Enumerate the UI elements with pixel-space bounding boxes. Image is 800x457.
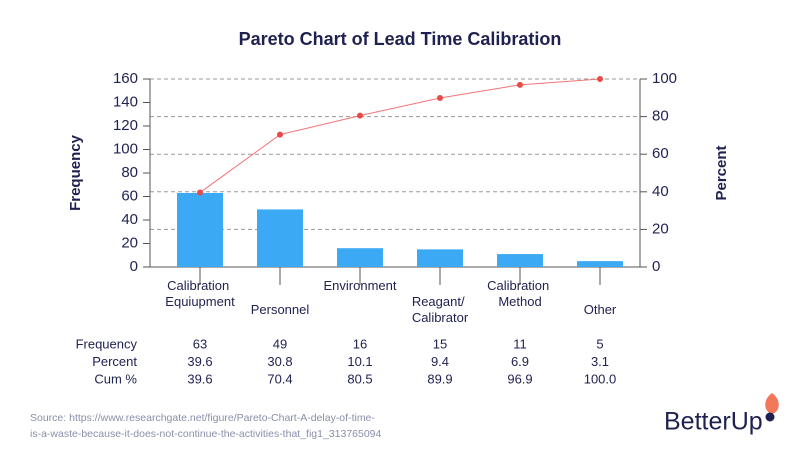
table-cell: 11 (513, 336, 527, 351)
bar (417, 249, 463, 267)
point (517, 81, 523, 88)
point (437, 94, 443, 101)
y-axis-label: Frequency (67, 134, 84, 211)
table-cell: 63 (193, 336, 207, 351)
y-tick-label: 160 (113, 70, 138, 87)
table-cell: 16 (353, 336, 367, 351)
y2-tick-label: 40 (652, 183, 669, 200)
y-tick-label: 80 (121, 164, 138, 181)
point (597, 76, 603, 82)
table-cell: 100.0 (584, 371, 617, 386)
table-cell: 96.9 (507, 371, 532, 386)
table-row-label: Frequency (76, 336, 138, 351)
table-cell: 39.6 (187, 354, 212, 369)
y-tick-label: 20 (121, 234, 138, 251)
table-cell: 15 (433, 336, 447, 351)
point (277, 131, 283, 138)
y-tick-label: 60 (121, 187, 138, 204)
table-cell: 80.5 (347, 371, 372, 386)
x-tick-label: Personnel (251, 302, 310, 317)
bar (257, 209, 303, 267)
x-tick-label: Calibration Equiupment (165, 278, 235, 309)
x-tick-label: Calibration Method (487, 278, 553, 309)
bar (497, 254, 543, 267)
y2-tick-label: 0 (652, 258, 660, 275)
logo: BetterUp (664, 408, 763, 436)
point (197, 189, 203, 196)
y2-tick-label: 60 (652, 145, 669, 162)
y-tick-label: 120 (113, 117, 138, 134)
table-cell: 6.9 (511, 354, 529, 369)
logo-icon-dot (765, 412, 775, 422)
y2-tick-label: 100 (652, 70, 677, 87)
point (357, 112, 363, 119)
chart-title: Pareto Chart of Lead Time Calibration (239, 29, 562, 49)
line (199, 78, 601, 193)
y2-tick-label: 80 (652, 108, 669, 125)
table-cell: 3.1 (591, 354, 609, 369)
y2-axis-label: Percent (713, 145, 730, 200)
y-tick-label: 100 (113, 140, 138, 157)
table-cell: 30.8 (267, 354, 292, 369)
bar (177, 192, 223, 267)
table-cell: 5 (596, 336, 603, 351)
y-tick-label: 0 (130, 258, 138, 275)
table-cell: 9.4 (431, 354, 449, 369)
y-tick-label: 40 (121, 211, 138, 228)
table-cell: 39.6 (187, 371, 212, 386)
y-tick-label: 140 (113, 93, 138, 110)
bar (337, 248, 383, 267)
source-line: Source: https://www.researchgate.net/fig… (30, 412, 375, 424)
table-cell: 10.1 (347, 354, 372, 369)
y2-tick-label: 20 (652, 220, 669, 237)
table-row-label: Cum % (94, 371, 137, 386)
x-tick-label: Environment (324, 278, 397, 293)
table-cell: 49 (273, 336, 287, 351)
bar (577, 261, 623, 267)
table-row-label: Percent (92, 354, 137, 369)
source-line: is-a-waste-because-it-does-not-continue-… (30, 428, 382, 440)
table-cell: 70.4 (267, 371, 292, 386)
logo-icon (765, 393, 779, 414)
table-cell: 89.9 (427, 371, 452, 386)
x-tick-label: Other (584, 302, 617, 317)
x-tick-label: Reagant/ Calibrator (412, 294, 469, 325)
